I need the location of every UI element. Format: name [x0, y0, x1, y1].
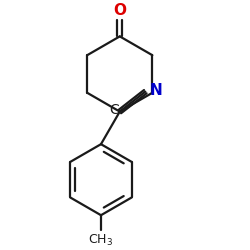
Text: C: C [110, 102, 120, 117]
Text: O: O [113, 2, 126, 18]
Text: CH$_3$: CH$_3$ [88, 232, 114, 248]
Text: N: N [150, 82, 163, 98]
